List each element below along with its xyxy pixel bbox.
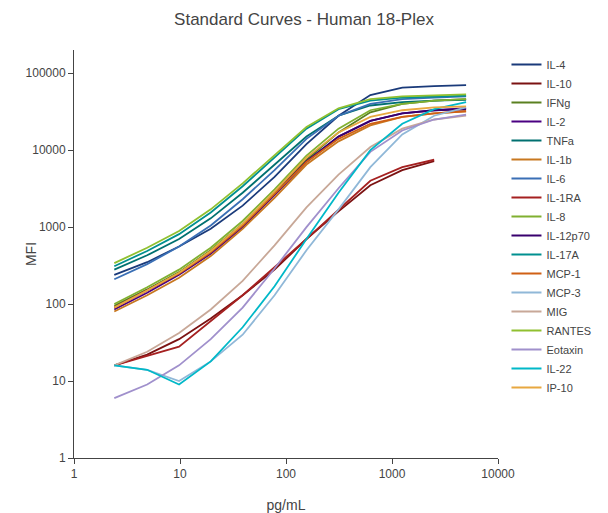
svg-text:100: 100 — [276, 467, 296, 481]
svg-text:100000: 100000 — [26, 66, 66, 80]
svg-text:MIG: MIG — [546, 306, 567, 318]
svg-text:10000: 10000 — [481, 467, 515, 481]
svg-text:TNFa: TNFa — [546, 135, 574, 147]
svg-text:MFI: MFI — [23, 242, 39, 266]
svg-text:10: 10 — [173, 467, 187, 481]
svg-text:IL-17A: IL-17A — [546, 249, 579, 261]
svg-text:IL-1RA: IL-1RA — [546, 192, 581, 204]
svg-text:IFNg: IFNg — [546, 97, 570, 109]
svg-text:pg/mL: pg/mL — [267, 497, 306, 513]
svg-text:1: 1 — [59, 451, 66, 465]
svg-text:MCP-3: MCP-3 — [546, 287, 580, 299]
svg-text:1: 1 — [71, 467, 78, 481]
svg-text:Eotaxin: Eotaxin — [546, 344, 583, 356]
svg-text:IL-4: IL-4 — [546, 59, 565, 71]
svg-text:IL-22: IL-22 — [546, 363, 571, 375]
svg-text:10: 10 — [52, 374, 66, 388]
svg-text:IL-8: IL-8 — [546, 211, 565, 223]
svg-text:100: 100 — [46, 297, 66, 311]
svg-text:1000: 1000 — [39, 220, 66, 234]
svg-text:IL-2: IL-2 — [546, 116, 565, 128]
svg-text:IL-10: IL-10 — [546, 78, 571, 90]
svg-text:IL-1b: IL-1b — [546, 154, 571, 166]
svg-text:10000: 10000 — [32, 143, 66, 157]
svg-text:IL-6: IL-6 — [546, 173, 565, 185]
svg-text:RANTES: RANTES — [546, 325, 591, 337]
svg-text:IL-12p70: IL-12p70 — [546, 230, 589, 242]
svg-text:Standard Curves - Human 18-Ple: Standard Curves - Human 18-Plex — [174, 10, 434, 29]
svg-text:IP-10: IP-10 — [546, 382, 572, 394]
svg-text:MCP-1: MCP-1 — [546, 268, 580, 280]
svg-text:1000: 1000 — [379, 467, 406, 481]
